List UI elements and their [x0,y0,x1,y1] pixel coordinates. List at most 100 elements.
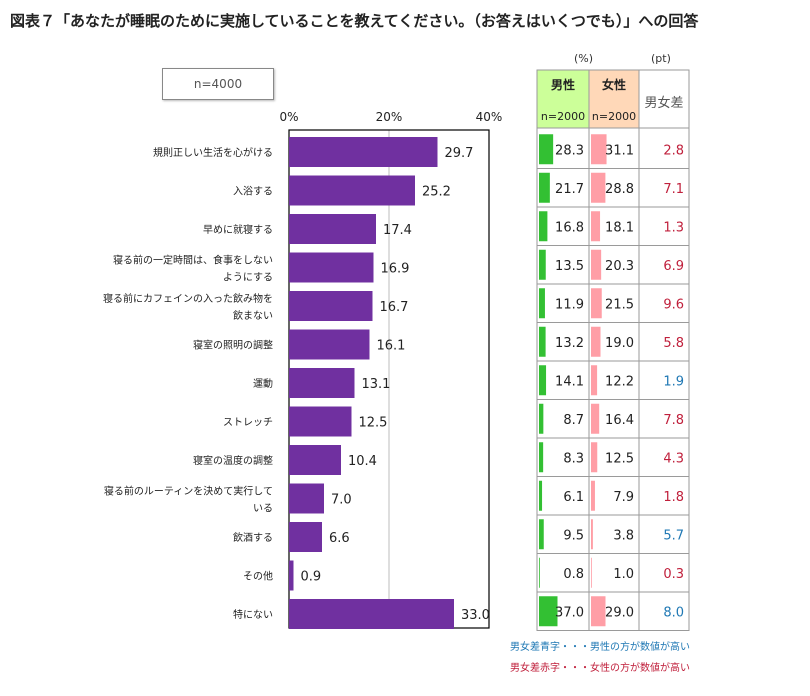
male-mini-bar [539,134,554,165]
category-label: 寝る前の一定時間は、食事をしない [113,254,273,267]
category-label: 飲まない [233,309,273,322]
category-label: 寝る前のルーティンを決めて実行して [104,485,273,498]
diff-column-header: 男女差 [639,70,689,128]
female-mini-bar [591,519,593,550]
female-mini-bar [591,596,606,627]
legend-blue-note: 男女差青字・・・男性の方が数値が高い [510,642,690,653]
female-mini-bar [591,365,598,396]
bar-value-label: 13.1 [362,377,391,392]
female-mini-bar [591,172,606,203]
diff-value: 7.1 [663,182,684,197]
male-value: 21.7 [555,182,584,197]
bar [289,214,376,244]
bar [289,329,370,360]
male-mini-bar [539,288,545,319]
male-column-header: 男性 n=2000 [537,70,589,128]
bar [289,406,352,437]
male-value: 6.1 [563,490,584,505]
bar-value-label: 29.7 [445,146,474,161]
diff-value: 8.0 [663,605,684,620]
bar [289,137,438,167]
male-value: 13.2 [555,336,584,351]
bar-value-label: 17.4 [383,223,412,238]
bar-value-label: 10.4 [348,454,377,469]
legend-red-note: 男女差赤字・・・女性の方が数値が高い [510,663,690,674]
category-label: 入浴する [233,186,273,198]
gender-table: 28.3 31.1 2.8 21.7 28.8 7.1 16.8 18.1 1.3 13.5 20.… [536,69,690,631]
female-mini-bar [591,326,601,357]
female-value: 12.2 [605,374,634,389]
bar [289,291,373,321]
female-header-n: n=2000 [591,110,637,123]
diff-value: 5.7 [663,528,684,543]
male-mini-bar [539,557,540,588]
male-value: 37.0 [555,605,584,620]
female-value: 31.1 [605,143,634,158]
bar-value-label: 6.6 [329,531,350,546]
bar [289,252,374,283]
diff-value: 1.8 [663,490,684,505]
diff-value: 1.9 [663,374,684,389]
female-column-header: 女性 n=2000 [589,70,639,128]
x-tick-label: 0% [279,110,298,124]
female-value: 19.0 [605,336,634,351]
female-value: 21.5 [605,297,634,312]
female-mini-bar [591,288,602,319]
female-value: 7.9 [613,490,634,505]
male-value: 8.3 [563,451,584,466]
male-value: 9.5 [563,528,584,543]
diff-value: 4.3 [663,451,684,466]
diff-value: 5.8 [663,336,684,351]
bar-value-label: 33.0 [461,608,490,623]
diff-value: 2.8 [663,143,684,158]
male-mini-bar [539,480,543,511]
female-mini-bar [591,134,607,165]
female-value: 1.0 [613,567,634,582]
category-label: 規則正しい生活を心がける [153,146,273,159]
diff-value: 9.6 [663,297,684,312]
bar-chart: 0% 20% 40% 29.7 規則正しい生活を心がける 25.2 入浴する 17.4 早めに就… [103,110,502,629]
x-tick-label: 40% [476,110,503,124]
bar-value-label: 7.0 [331,493,352,508]
category-label: ストレッチ [223,417,273,429]
bar [289,560,294,591]
male-value: 11.9 [555,297,584,312]
female-mini-bar [591,557,592,588]
bar-value-label: 16.9 [381,262,410,277]
diff-value: 7.8 [663,413,684,428]
category-label: 特にない [233,609,273,621]
bar-value-label: 25.2 [422,185,451,200]
bar [289,368,355,398]
category-label: 早めに就寝する [203,223,273,236]
male-header-label: 男性 [550,78,575,92]
category-label: 寝る前にカフェインの入った飲み物を [103,292,273,305]
male-header-n: n=2000 [540,110,586,123]
male-value: 14.1 [555,374,584,389]
male-mini-bar [539,172,550,203]
male-mini-bar [539,403,544,434]
percent-unit-label: (%) [574,52,594,65]
female-value: 29.0 [605,605,634,620]
male-mini-bar [539,249,546,280]
pt-unit-label: (pt) [651,52,671,65]
male-value: 0.8 [563,567,584,582]
male-mini-bar [539,519,544,550]
bar [289,175,415,206]
male-value: 13.5 [555,259,584,274]
female-mini-bar [591,480,595,511]
female-value: 16.4 [605,413,634,428]
category-label: 飲酒する [233,531,273,544]
diff-value: 1.3 [663,220,684,235]
bar [289,599,454,629]
table-frame [536,69,690,631]
category-label: その他 [243,570,273,583]
female-value: 18.1 [605,220,634,235]
male-mini-bar [539,211,548,242]
female-mini-bar [591,442,598,473]
diff-value: 6.9 [663,259,684,274]
male-value: 28.3 [555,143,584,158]
male-value: 16.8 [555,220,584,235]
category-label: ようにする [223,272,273,284]
diff-header-label: 男女差 [644,96,684,111]
